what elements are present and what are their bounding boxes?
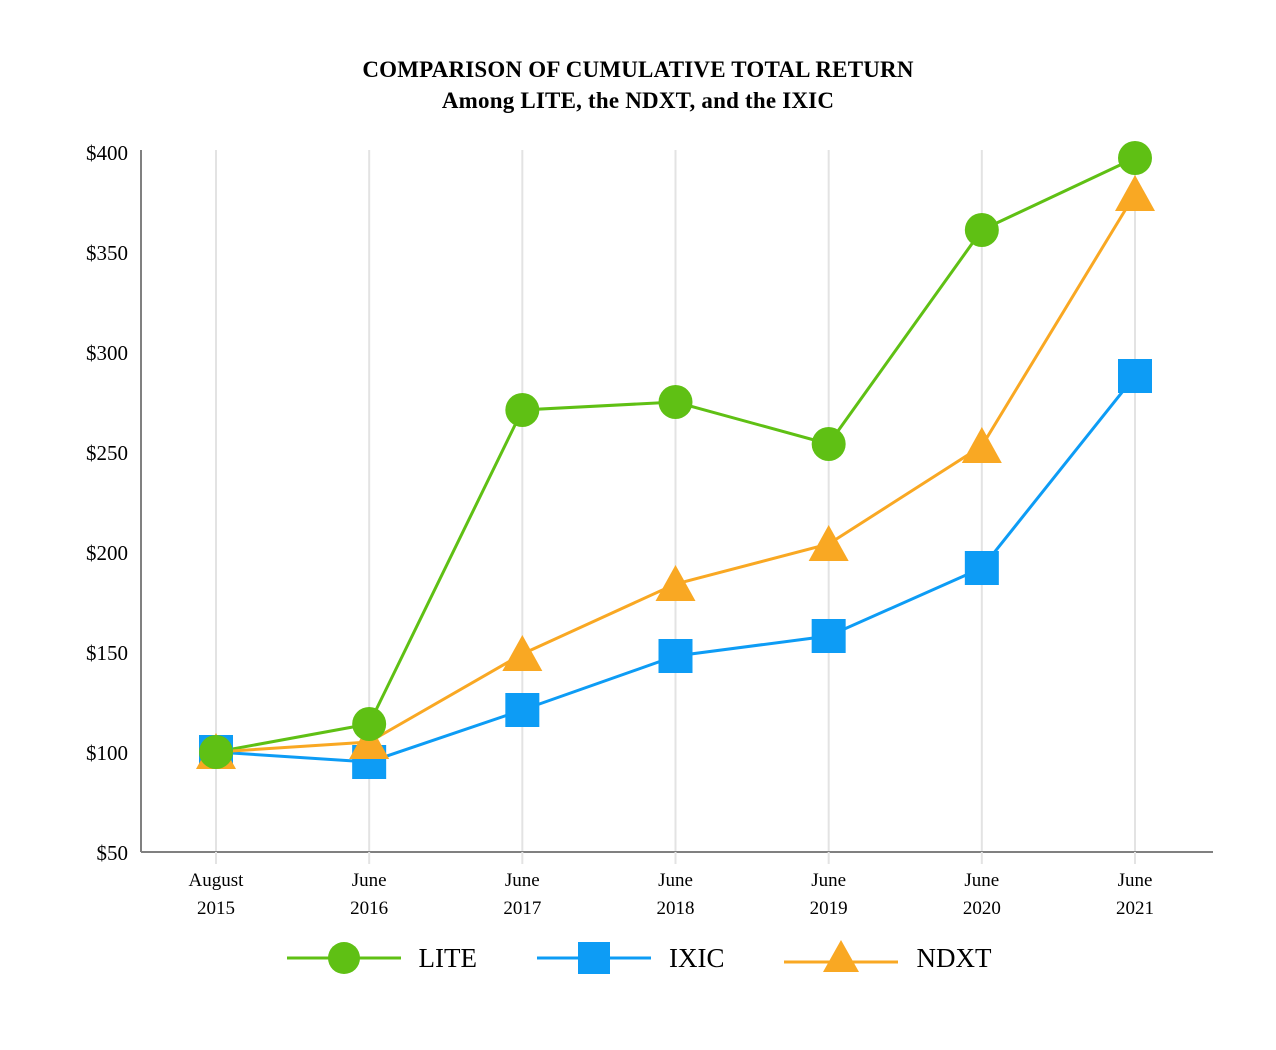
- legend-label-ixic: IXIC: [668, 942, 725, 973]
- data-point-ndxt: [961, 427, 1002, 463]
- x-tick-label-month: June: [352, 870, 387, 891]
- data-point-ixic: [658, 639, 693, 673]
- y-tick-label: $350: [86, 241, 128, 265]
- data-point-lite: [505, 393, 540, 427]
- data-point-lite: [1118, 141, 1152, 175]
- x-tick-label-year: 2019: [810, 898, 848, 919]
- data-point-lite: [658, 385, 693, 419]
- data-point-ndxt: [808, 525, 849, 561]
- x-tick-label-month: June: [505, 870, 540, 891]
- triangle-marker-icon: [784, 940, 899, 972]
- chart-legend: LITE IXIC NDXT: [0, 940, 1276, 976]
- y-tick-label: $250: [86, 441, 128, 465]
- x-tick-label-month: June: [964, 870, 999, 891]
- data-point-lite: [352, 707, 387, 741]
- legend-label-lite: LITE: [418, 942, 477, 973]
- x-tick-label-year: 2015: [197, 898, 235, 919]
- legend-item-ixic[interactable]: IXIC: [535, 940, 725, 976]
- circle-marker-icon: [286, 942, 401, 974]
- data-series-group: [196, 141, 1155, 779]
- y-tick-label: $200: [86, 541, 128, 565]
- x-axis-ticks: August 2015 June 2016 June 2017 June 2018 June 20…: [189, 852, 1154, 919]
- y-tick-label: $50: [97, 841, 129, 865]
- data-point-lite: [964, 213, 999, 247]
- x-tick-label-year: 2017: [503, 898, 541, 919]
- y-tick-label: $150: [86, 641, 128, 665]
- x-tick-label-year: 2020: [963, 898, 1001, 919]
- x-tick-label-year: 2021: [1116, 898, 1154, 919]
- square-marker-icon: [536, 942, 651, 974]
- legend-item-ndxt[interactable]: NDXT: [782, 940, 991, 976]
- data-point-ixic: [1118, 359, 1152, 393]
- legend-label-ndxt: NDXT: [916, 942, 992, 973]
- x-tick-label-month: June: [1118, 870, 1153, 891]
- y-tick-label: $100: [86, 741, 128, 765]
- legend-item-lite[interactable]: LITE: [285, 940, 477, 976]
- axis-lines: [140, 150, 1213, 853]
- data-point-ndxt: [655, 565, 696, 601]
- data-point-ndxt: [1115, 175, 1155, 211]
- x-tick-label-year: 2018: [657, 898, 695, 919]
- chart-subtitle: Among LITE, the NDXT, and the IXIC: [441, 88, 835, 113]
- data-point-ixic: [964, 551, 999, 585]
- data-point-lite: [811, 427, 846, 461]
- chart-title-block: COMPARISON OF CUMULATIVE TOTAL RETURN Am…: [0, 54, 1276, 116]
- x-tick-label-month: June: [658, 870, 693, 891]
- y-tick-label: $400: [86, 141, 128, 165]
- gridlines-group: [215, 150, 1136, 852]
- data-point-ixic: [505, 693, 540, 727]
- x-tick-label-year: 2016: [350, 898, 388, 919]
- x-tick-label-month: June: [811, 870, 846, 891]
- y-tick-label: $300: [86, 341, 128, 365]
- data-point-lite: [199, 735, 233, 769]
- y-axis-ticks: $50 $100 $150 $200 $250 $300 $350 $400: [86, 141, 128, 865]
- x-tick-label-month: August: [189, 870, 245, 891]
- data-point-ndxt: [502, 635, 543, 671]
- page-title: COMPARISON OF CUMULATIVE TOTAL RETURN: [362, 57, 914, 82]
- plot-area: $50 $100 $150 $200 $250 $300 $350 $400 August 20…: [86, 141, 1213, 919]
- data-point-ixic: [811, 619, 846, 653]
